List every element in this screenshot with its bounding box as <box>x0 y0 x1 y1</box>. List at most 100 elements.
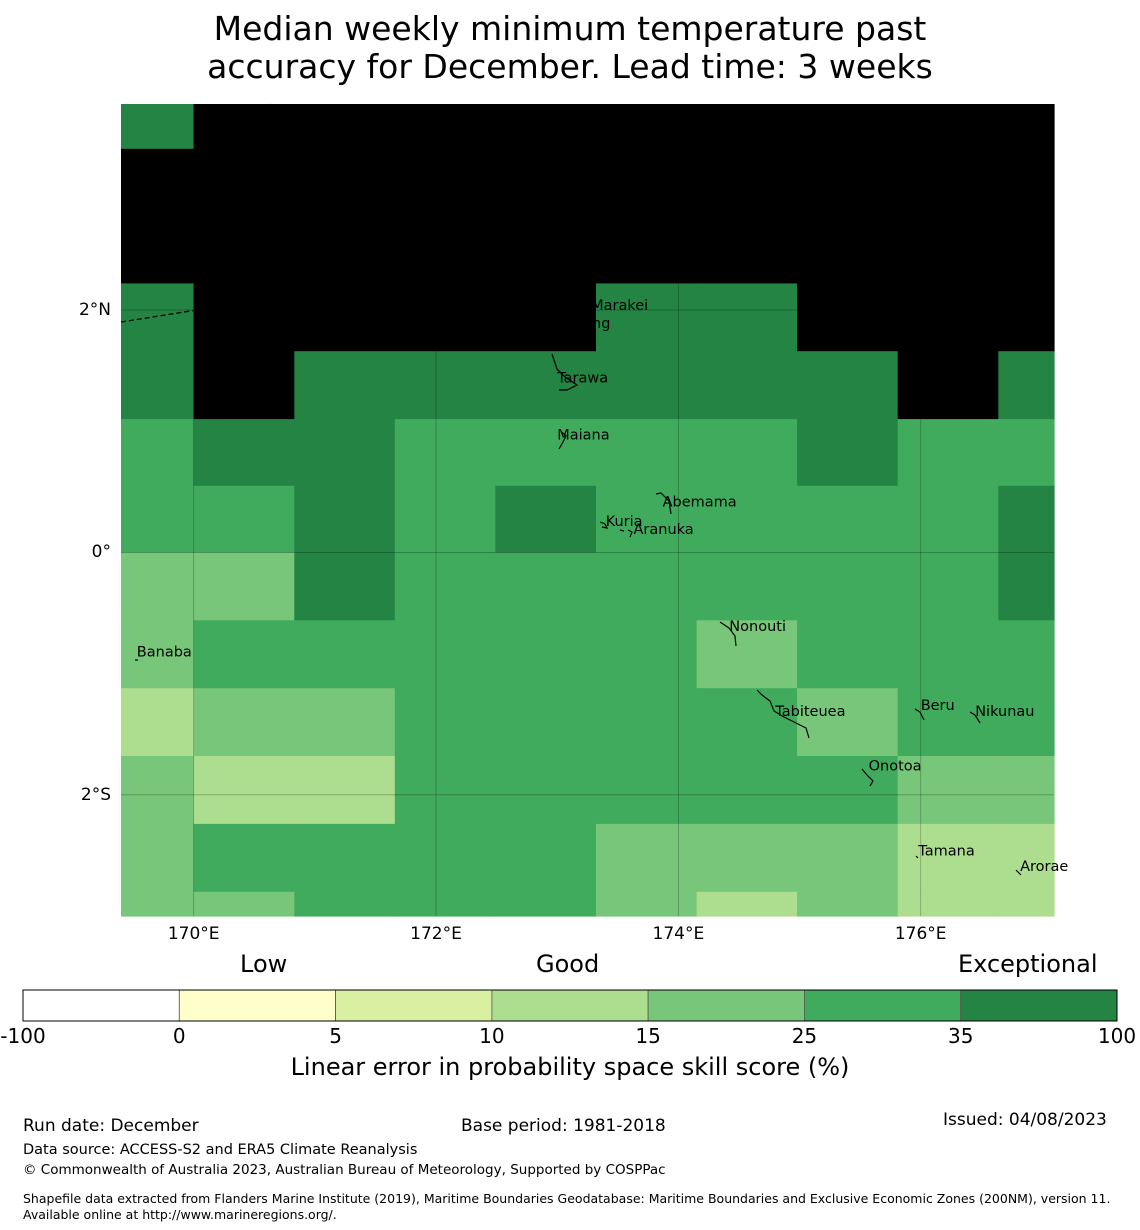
grid-cell <box>998 891 1055 917</box>
grid-cell <box>998 552 1055 621</box>
grid-cell <box>596 351 698 420</box>
grid-cell <box>495 104 597 150</box>
copyright: © Commonwealth of Australia 2023, Austra… <box>23 1162 666 1178</box>
island-label: Beru <box>921 698 955 714</box>
grid-cell <box>897 104 999 150</box>
x-tick-label: 176°E <box>894 924 947 944</box>
makin-coast <box>518 154 522 159</box>
grid-cell <box>596 620 698 689</box>
grid-cell <box>596 552 698 621</box>
grid-cell <box>797 688 899 757</box>
aranuka-coast <box>619 529 633 538</box>
grid-cell <box>797 351 899 420</box>
grid-cell <box>998 351 1055 420</box>
abaiang-coast <box>546 316 561 346</box>
y-tick-label: 2°N <box>78 300 111 321</box>
grid-cell <box>696 351 798 420</box>
beru-coast <box>914 708 925 721</box>
grid-cell <box>797 823 899 893</box>
grid-cell <box>121 891 195 917</box>
grid-cell <box>294 104 396 150</box>
island-label: Abemama <box>663 494 737 510</box>
grid-cell <box>495 283 597 352</box>
island-coastlines <box>135 154 1022 876</box>
nonouti-coast <box>719 621 737 647</box>
grid-cell <box>797 485 899 554</box>
chart-title: Median weekly minimum temperature past a… <box>0 10 1140 86</box>
grid-cell <box>696 552 798 621</box>
grid-cell <box>495 419 597 487</box>
title-line-2: accuracy for December. Lead time: 3 week… <box>207 47 933 86</box>
colorbar-title: Linear error in probability space skill … <box>290 1053 850 1081</box>
grid-cell <box>495 485 597 554</box>
grid-cell <box>193 620 295 689</box>
grid-cell <box>495 620 597 689</box>
grid-cell <box>998 756 1055 825</box>
grid-cell <box>897 148 999 284</box>
grid-cell <box>193 485 295 554</box>
eez-boundary-west <box>120 103 272 323</box>
grid-cell <box>495 148 597 284</box>
butaritari-coast <box>527 167 555 185</box>
grid-cell <box>596 104 698 150</box>
grid-cell <box>294 688 396 757</box>
island-label: Makin <box>569 137 612 153</box>
grid-cell <box>797 104 899 150</box>
tabiteuea-coast <box>756 689 810 739</box>
graticule <box>121 104 1054 916</box>
grid-cell <box>121 104 195 150</box>
grid-cell <box>394 823 496 893</box>
grid-cell <box>495 823 597 893</box>
colorbar-tick-label: 10 <box>479 1024 505 1048</box>
grid-cell <box>696 283 798 352</box>
grid-cell <box>121 756 195 825</box>
island-label: Kuria <box>606 514 643 530</box>
grid-cell <box>596 823 698 893</box>
island-label: Onotoa <box>869 759 922 775</box>
island-label: Nonouti <box>729 619 786 635</box>
grid-cell <box>998 419 1055 487</box>
island-label: Tamana <box>917 843 974 859</box>
grid-cell <box>596 419 698 487</box>
grid-cell <box>897 552 999 621</box>
grid-cell <box>294 283 396 352</box>
colorbar-tick-label: 100 <box>1097 1024 1137 1048</box>
grid-cell <box>193 419 295 487</box>
grid-cell <box>193 688 295 757</box>
grid-cell <box>797 283 899 352</box>
grid-cell <box>193 823 295 893</box>
grid-cell <box>897 283 999 352</box>
grid-cell <box>294 552 396 621</box>
grid-cell <box>294 419 396 487</box>
colorbar-tick-label: 5 <box>329 1024 342 1048</box>
grid-cell <box>696 756 798 825</box>
nikunau-coast <box>969 711 981 724</box>
grid-cell <box>897 688 999 757</box>
grid-cell <box>394 419 496 487</box>
island-labels: Makin Butaritari Marakei Abaiang Tarawa Maian… <box>137 137 1069 875</box>
island-label: Tarawa <box>556 371 608 387</box>
grid-cell <box>897 485 999 554</box>
grid-cell <box>294 351 396 420</box>
grid-cell <box>394 104 496 150</box>
grid-cell <box>696 148 798 284</box>
eez-boundary <box>120 103 1055 323</box>
kuria-coast <box>599 521 609 529</box>
grid-cell <box>121 485 195 554</box>
grid-cell <box>596 688 698 757</box>
grid-cell <box>394 756 496 825</box>
grid-cell <box>998 104 1055 150</box>
grid-cell <box>193 104 295 150</box>
grid-cell <box>394 351 496 420</box>
grid-cell <box>998 620 1055 689</box>
grid-cell <box>394 283 496 352</box>
marakei-coast <box>589 296 596 308</box>
grid-cell <box>121 823 195 893</box>
grid-cell <box>897 351 999 420</box>
grid-cell <box>797 148 899 284</box>
grid-cell <box>998 148 1055 284</box>
tarawa-coast <box>551 353 579 391</box>
issued-date: Issued: 04/08/2023 <box>943 1110 1107 1130</box>
colorbar-tick-label: 0 <box>172 1024 186 1048</box>
